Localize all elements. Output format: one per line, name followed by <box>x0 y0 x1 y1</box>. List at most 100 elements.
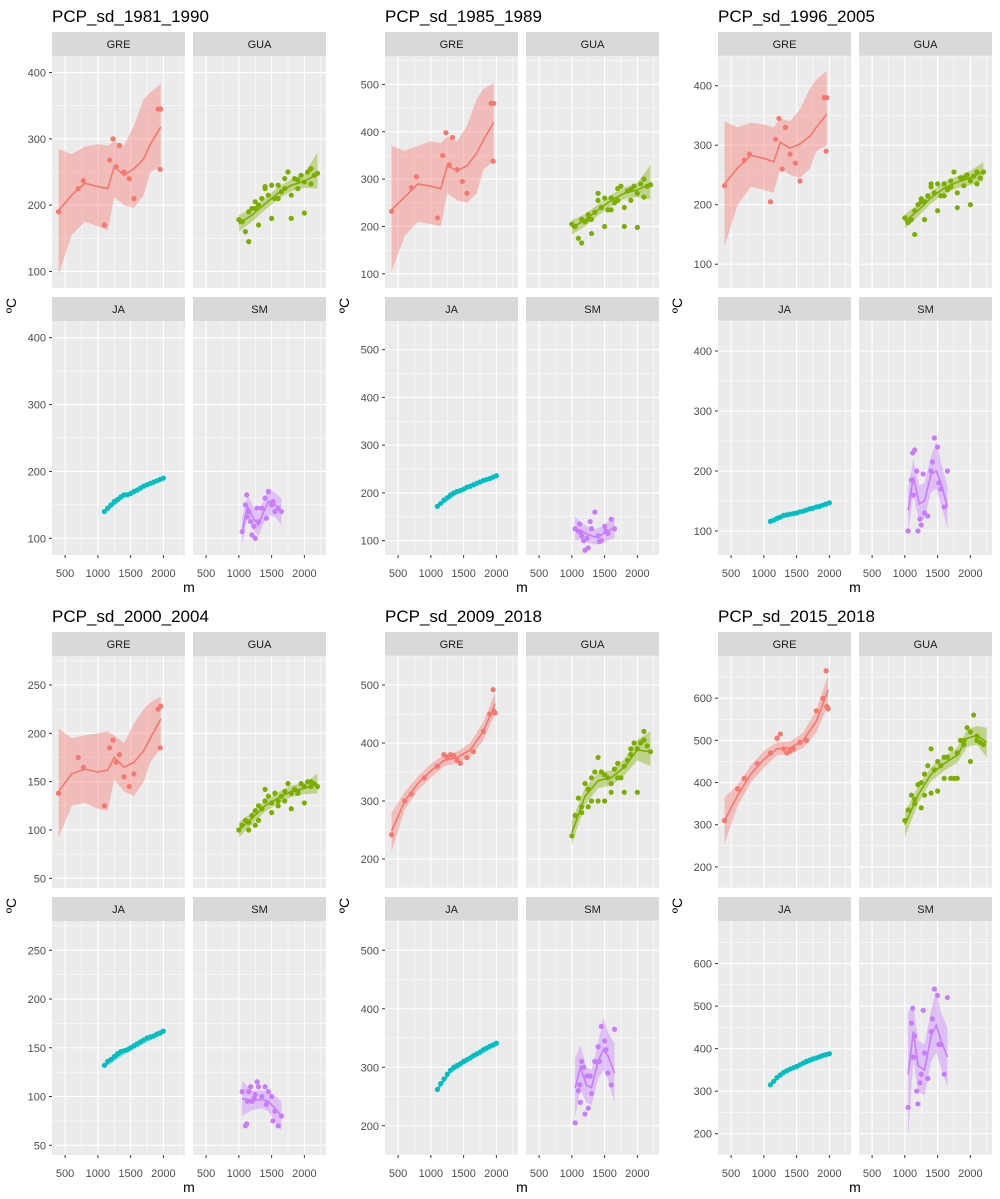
data-point-gua <box>638 181 644 187</box>
facet-strip-label: GUA <box>581 39 606 51</box>
data-point-sm <box>918 522 924 528</box>
data-point-gua <box>912 231 918 238</box>
y-tick-label: 400 <box>361 127 379 139</box>
data-point-ja <box>101 508 108 515</box>
data-point-gua <box>265 793 271 799</box>
facet-strip <box>385 32 518 56</box>
data-point-gre <box>454 167 460 173</box>
x-tick-label: 500 <box>530 568 548 580</box>
data-point-gua <box>239 219 245 225</box>
data-point-sm <box>272 1108 278 1114</box>
data-point-gre <box>797 739 803 746</box>
data-point-gua <box>252 199 258 205</box>
data-point-gua <box>269 810 275 816</box>
data-point-sm <box>929 1016 935 1022</box>
data-point-gua <box>246 239 252 245</box>
facet-strip-label: SM <box>251 304 268 316</box>
data-point-gua <box>602 195 608 201</box>
data-point-sm <box>931 435 937 441</box>
data-point-sm <box>936 1041 942 1047</box>
y-tick-label: 500 <box>361 680 379 692</box>
x-tick-label: 1000 <box>560 1168 584 1180</box>
facet-ja: JA 200 300 400 500 500 1000 1500 2000 <box>361 897 518 1180</box>
data-point-sm <box>596 1058 602 1064</box>
y-tick-label: 400 <box>361 1004 379 1016</box>
confidence-band-sm <box>908 989 948 1136</box>
y-tick-label: 250 <box>28 945 46 957</box>
facet-gua: GUA <box>859 32 992 288</box>
data-point-gua <box>308 166 314 172</box>
data-point-gua <box>579 240 585 246</box>
data-point-sm <box>915 1101 921 1107</box>
data-point-sm <box>941 1071 947 1077</box>
data-point-gua <box>275 803 281 809</box>
data-point-sm <box>263 1101 269 1107</box>
data-point-gua <box>608 195 614 201</box>
data-point-sm <box>265 1089 271 1095</box>
data-point-gua <box>269 182 275 188</box>
data-point-ja <box>493 1040 499 1046</box>
data-point-gua <box>621 204 627 211</box>
data-point-sm <box>255 1084 262 1090</box>
data-point-gre <box>402 798 408 804</box>
panel-background <box>859 321 992 555</box>
facet-strip <box>859 897 992 921</box>
data-point-gua <box>602 798 608 804</box>
data-point-sm <box>602 523 608 529</box>
confidence-band-gua <box>238 152 318 232</box>
y-tick-label: 200 <box>28 466 46 478</box>
data-point-sm <box>249 532 255 538</box>
panel-background <box>859 921 992 1155</box>
data-point-gua <box>918 779 924 786</box>
y-tick-label: 200 <box>694 466 712 478</box>
data-point-sm <box>577 529 583 535</box>
facet-strip <box>385 632 518 656</box>
data-point-gua <box>948 184 954 190</box>
confidence-band-sm <box>242 1080 282 1131</box>
facet-strip <box>859 297 992 321</box>
data-point-gua <box>641 737 647 743</box>
data-point-gua <box>921 792 928 798</box>
x-tick-label: 1000 <box>419 1168 443 1180</box>
data-point-gre <box>780 746 787 752</box>
data-point-sm <box>603 1047 609 1053</box>
data-point-gua <box>921 216 928 223</box>
data-point-gre <box>820 695 826 701</box>
data-point-gua <box>252 822 258 828</box>
x-tick-label: 1500 <box>925 1168 949 1180</box>
data-point-sm <box>262 495 268 501</box>
x-tick-label: 500 <box>863 1168 881 1180</box>
data-point-gua <box>259 195 265 202</box>
data-point-ja <box>160 475 166 481</box>
data-point-gua <box>948 178 954 184</box>
data-point-gua <box>628 186 634 193</box>
panel-background <box>526 321 659 555</box>
x-tick-label: 1000 <box>893 568 917 580</box>
data-point-gre <box>490 158 496 164</box>
data-point-sm <box>246 508 252 515</box>
facet-strip-label: SM <box>917 304 934 316</box>
data-point-gre <box>126 783 132 790</box>
y-tick-label: 300 <box>28 134 46 146</box>
data-point-gua <box>575 235 582 241</box>
x-tick-label: 2000 <box>484 568 508 580</box>
data-point-gre <box>823 148 829 154</box>
chart-block-4: PCP_sd_2000_2004 GRE 50 100 150 200 250 GUA JA 50… <box>3 607 326 1195</box>
data-point-gua <box>588 798 595 804</box>
data-point-gre <box>116 142 123 149</box>
y-axis-title: ºC <box>3 898 19 913</box>
facet-sm: SM 500 1000 1500 2000 <box>526 297 659 580</box>
data-point-gre <box>464 190 470 196</box>
y-tick-label: 500 <box>361 945 379 957</box>
panel-background <box>718 321 851 555</box>
data-point-gua <box>954 190 960 196</box>
data-point-gua <box>595 197 601 204</box>
facet-strip <box>526 897 659 921</box>
y-tick-label: 100 <box>694 259 712 271</box>
y-tick-label: 300 <box>694 1086 712 1098</box>
x-tick-label: 2000 <box>625 1168 649 1180</box>
x-tick-label: 2000 <box>151 1168 175 1180</box>
data-point-gua <box>615 760 621 766</box>
data-point-gre <box>107 745 113 751</box>
data-point-gua <box>634 224 640 230</box>
